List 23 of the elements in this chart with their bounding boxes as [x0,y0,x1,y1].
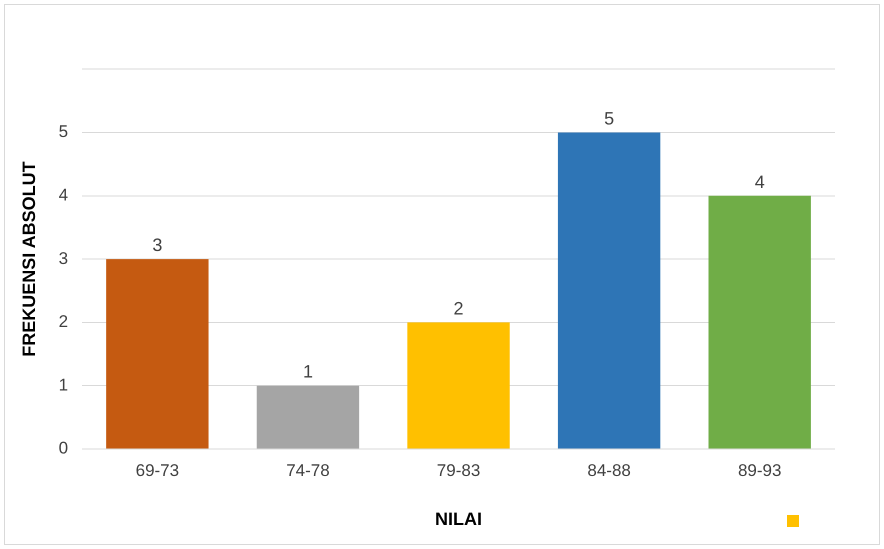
bar [407,322,510,448]
bar [256,386,360,448]
data-label: 5 [604,108,614,128]
y-tick-label: 5 [58,122,68,142]
data-label: 1 [302,362,313,382]
x-tick-label: 69-73 [136,460,180,480]
x-tick-label: 84-88 [587,460,631,480]
y-tick-label: 1 [58,375,68,394]
data-label: 3 [152,235,162,256]
y-tick-label: 2 [58,312,68,332]
bar [708,196,811,448]
x-tick-label: 89-93 [738,460,782,480]
y-tick-label: 3 [58,248,68,268]
y-axis-title: FREKUENSI ABSOLUT [18,161,39,357]
x-tick-label: 74-78 [286,460,330,480]
bar [106,259,209,448]
y-tick-label: 0 [58,438,68,458]
bar [558,132,660,448]
data-label: 2 [454,298,464,318]
data-label: 4 [754,172,765,192]
x-tick-label: 79-83 [436,460,480,480]
y-tick-label: 4 [58,185,68,204]
x-axis-title: NILAI [435,509,482,530]
